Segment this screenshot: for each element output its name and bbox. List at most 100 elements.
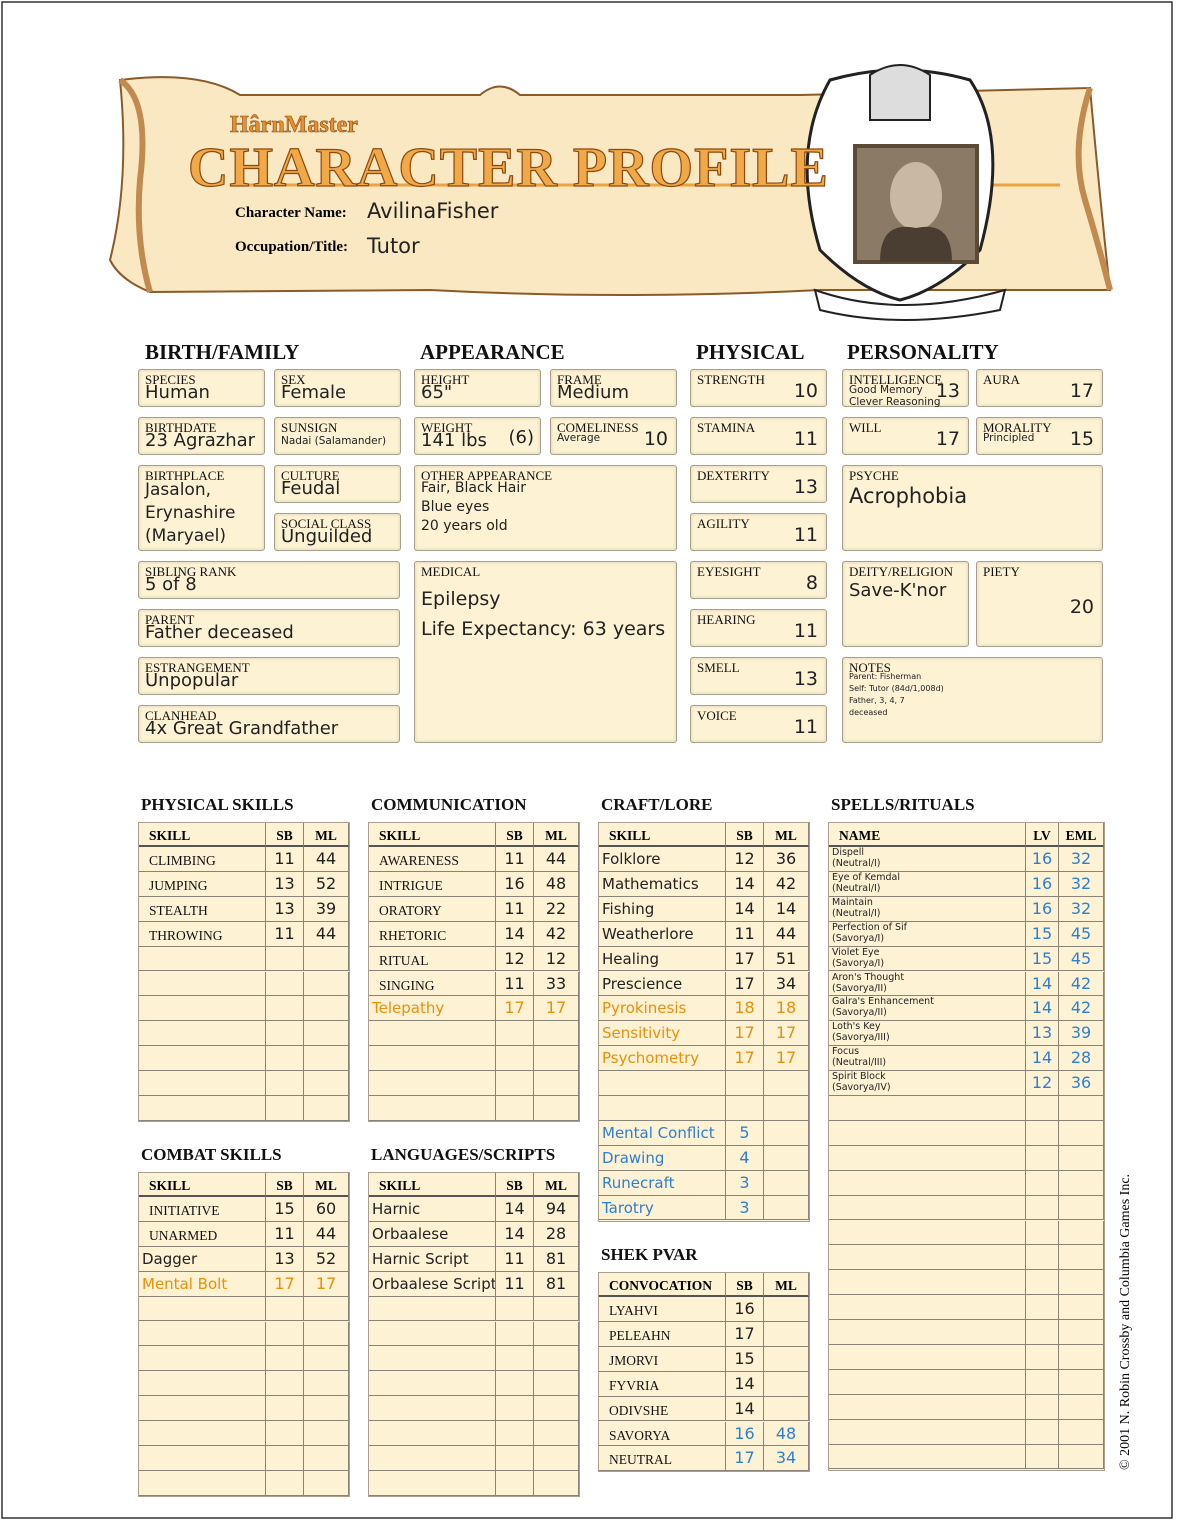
table-cell — [139, 1296, 266, 1322]
table-cell — [139, 1071, 266, 1096]
table-cell: AWARENESS — [369, 847, 496, 872]
table-cell: Pyrokinesis — [599, 996, 726, 1022]
table-cell — [139, 1046, 266, 1072]
spell-name: (Savorya/II) — [832, 1007, 887, 1019]
skill-value: 16 — [734, 1423, 755, 1443]
table-cell: 17 — [726, 1446, 764, 1472]
section-title: PERSONALITY — [847, 340, 999, 364]
skill-value: 16 — [1031, 873, 1053, 893]
field: CULTURE Feudal — [274, 465, 401, 503]
field: HEARING 11 — [690, 609, 827, 647]
field-value: Medium — [557, 382, 629, 403]
table: CONVOCATION SB ML LYAHVI 16 PELEAHN 17 JMORVI 15… — [598, 1272, 810, 1473]
skill-value: 17 — [315, 1273, 337, 1293]
table-cell: Perfection of Sif (Savorya/I) — [829, 921, 1026, 947]
field-value: Unguilded — [281, 526, 373, 547]
column-header: ML — [304, 1173, 349, 1197]
skill-value: 42 — [1070, 973, 1092, 993]
table-cell: 17 — [726, 946, 764, 972]
table-cell: 14 — [726, 896, 764, 922]
table-cell: 45 — [1059, 946, 1104, 972]
table-cell — [1059, 1345, 1104, 1370]
skill-name: JMORVI — [609, 1352, 659, 1368]
table-cell — [369, 1321, 496, 1347]
table-cell: JMORVI — [599, 1346, 726, 1372]
field: SMELL 13 — [690, 657, 827, 695]
field-label: INTELLIGENCE — [849, 372, 943, 387]
field-label: BIRTHDATE — [145, 420, 217, 435]
name-label: Character Name: — [235, 205, 347, 221]
table-cell — [534, 1470, 579, 1496]
table-cell: Violet Eye (Savorya/I) — [829, 946, 1026, 972]
table-cell — [1059, 1195, 1104, 1221]
column-header: SB — [496, 823, 534, 847]
table-cell — [304, 1071, 349, 1096]
field-note: Good Memory — [849, 384, 923, 396]
skill-value: 39 — [315, 898, 337, 918]
skill-value: 11 — [504, 898, 525, 918]
spell-name: Maintain — [832, 896, 873, 908]
field-value: 13 — [793, 476, 818, 498]
skill-value: 11 — [504, 973, 525, 993]
table-cell — [496, 1071, 534, 1096]
table-cell — [1026, 1220, 1059, 1246]
skill-name: Harnic Script — [372, 1249, 469, 1268]
table-cell: 44 — [304, 1221, 349, 1247]
spell-name: Galra's Enhancement — [832, 996, 934, 1008]
table-cell — [534, 1321, 579, 1347]
table-cell — [139, 946, 266, 972]
skill-name: Drawing — [602, 1148, 665, 1167]
field-label: SMELL — [697, 660, 740, 675]
skill-value: 28 — [1070, 1048, 1092, 1068]
table-cell — [1026, 1419, 1059, 1445]
table-cell: 44 — [304, 847, 349, 872]
table-cell — [304, 1021, 349, 1047]
table-cell: SAVORYA — [599, 1421, 726, 1447]
skill-value: 5 — [739, 1122, 750, 1142]
column-header: SKILL — [369, 823, 496, 847]
table-cell — [764, 1145, 809, 1171]
table-cell — [534, 1421, 579, 1446]
table-cell — [496, 1346, 534, 1372]
skill-value: 17 — [274, 1273, 295, 1293]
field: INTELLIGENCE Good Memory Clever Reasoning 1… — [842, 369, 969, 408]
table-cell — [369, 1396, 496, 1422]
table-cell: 18 — [726, 996, 764, 1022]
field: HEIGHT 65" — [414, 369, 541, 407]
table-cell — [1059, 1444, 1104, 1470]
field-label: DEITY/RELIGION — [849, 564, 953, 579]
skill-value: 44 — [315, 923, 337, 943]
table-cell — [534, 1396, 579, 1422]
occupation-label: Occupation/Title: — [235, 239, 349, 255]
table-cell — [369, 1371, 496, 1397]
table-cell: Harnic — [369, 1197, 496, 1222]
table-cell: Dispell (Neutral/I) — [829, 847, 1026, 872]
field: AURA 17 — [976, 369, 1103, 407]
table-cell: 16 — [1026, 847, 1059, 872]
table-cell — [829, 1245, 1026, 1271]
skill-name: Telepathy — [372, 999, 445, 1018]
skill-value: 17 — [734, 973, 755, 993]
table-cell: 39 — [1059, 1021, 1104, 1047]
table-cell — [829, 1220, 1026, 1246]
skill-name: Healing — [602, 949, 660, 968]
table-cell — [1059, 1096, 1104, 1121]
spell-name: (Neutral/III) — [832, 1057, 887, 1069]
table-cell: 51 — [764, 946, 809, 972]
table-cell — [764, 1170, 809, 1196]
table-title: SPELLS/RITUALS — [831, 795, 975, 814]
table-cell: 16 — [726, 1421, 764, 1447]
field-label: VOICE — [697, 708, 737, 723]
field: COMELINESS Average 10 — [550, 417, 677, 455]
table-cell — [534, 1371, 579, 1397]
column-header: CONVOCATION — [599, 1273, 726, 1297]
field-value: Human — [145, 382, 210, 403]
table-cell — [1059, 1220, 1104, 1246]
table-cell — [266, 1321, 304, 1347]
table-cell — [1059, 1120, 1104, 1146]
table-cell: 42 — [1059, 971, 1104, 997]
table-cell — [1059, 1170, 1104, 1196]
skill-value: 18 — [734, 998, 755, 1018]
table-cell: 11 — [496, 847, 534, 872]
